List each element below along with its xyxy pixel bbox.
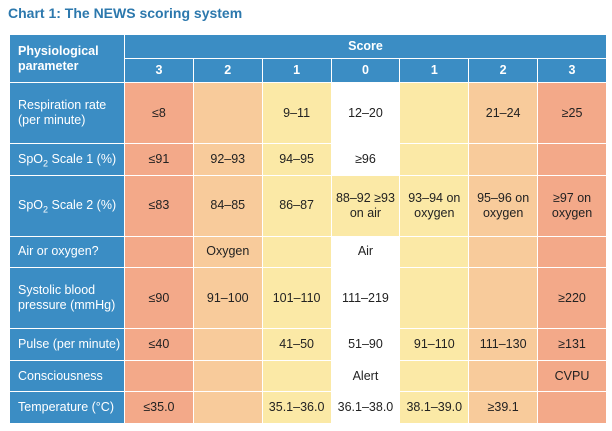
table-cell [399,359,470,393]
table-cell: 94–95 [261,143,332,176]
table-cell: 92–93 [192,143,263,176]
table-cell: 36.1–38.0 [330,391,401,424]
table-cell: Alert [330,359,401,393]
table-cell: ≤35.0 [124,391,194,424]
table-cell: ≥96 [330,143,401,176]
table-cell [192,359,263,393]
table-cell: 9–11 [261,81,332,145]
table-row-systolic-blood-pressure: Systolic blood pressure (mmHg) ≤90 91–10… [9,267,607,330]
table-row-spo2-scale-1: SpO2 Scale 1 (%) ≤91 92–93 94–95 ≥96 [9,143,607,176]
param-respiration-rate: Respiration rate (per minute) [9,81,125,145]
table-cell [261,359,332,393]
table-row-pulse: Pulse (per minute) ≤40 41–50 51–90 91–11… [9,328,607,361]
chart-title: Chart 1: The NEWS scoring system [8,5,243,21]
table-cell: ≥39.1 [468,391,539,424]
table-cell: 51–90 [330,328,401,361]
table-cell: 12–20 [330,81,401,145]
table-cell [399,81,470,145]
table-cell: 38.1–39.0 [399,391,470,424]
table-cell: 101–110 [261,267,332,330]
table-cell: 88–92 ≥93 on air [330,174,401,237]
table-cell [192,328,263,361]
table-cell [468,359,539,393]
table-cell: 91–110 [399,328,470,361]
score-header-3-low: 3 [124,58,194,83]
score-header-1-low: 1 [261,58,332,83]
param-consciousness: Consciousness [9,359,125,393]
table-cell: Air [330,235,401,269]
param-air-or-oxygen: Air or oxygen? [9,235,125,269]
table-cell: 111–130 [468,328,539,361]
table-row-respiration-rate: Respiration rate (per minute) ≤8 9–11 12… [9,81,607,145]
table-cell [468,267,539,330]
table-cell: ≤83 [124,174,194,237]
score-header-0: 0 [330,58,401,83]
table-cell [399,235,470,269]
table-cell: ≥97 on oxygen [537,174,607,237]
table-cell: 91–100 [192,267,263,330]
table-cell: ≤91 [124,143,194,176]
table-cell: ≥25 [537,81,607,145]
table-cell [537,235,607,269]
table-cell [468,143,539,176]
table-row-temperature: Temperature (°C) ≤35.0 35.1–36.0 36.1–38… [9,391,607,424]
table-row-spo2-scale-2: SpO2 Scale 2 (%) ≤83 84–85 86–87 88–92 ≥… [9,174,607,237]
table-cell [124,359,194,393]
score-header-2-high: 2 [468,58,539,83]
table-cell [537,391,607,424]
table-cell [261,235,332,269]
table-cell [537,143,607,176]
header-physiological-parameter: Physiological parameter [9,34,125,83]
param-pulse: Pulse (per minute) [9,328,125,361]
param-systolic-blood-pressure: Systolic blood pressure (mmHg) [9,267,125,330]
param-spo2-scale-2: SpO2 Scale 2 (%) [9,174,125,237]
table-cell: 111–219 [330,267,401,330]
param-spo2-scale-1: SpO2 Scale 1 (%) [9,143,125,176]
table-cell [192,391,263,424]
table-cell: 95–96 on oxygen [468,174,539,237]
score-header-1-high: 1 [399,58,470,83]
table-cell [399,267,470,330]
table-cell [468,235,539,269]
table-cell [192,81,263,145]
table-cell: ≤90 [124,267,194,330]
table-cell: ≤40 [124,328,194,361]
table-row-consciousness: Consciousness Alert CVPU [9,359,607,393]
table-cell: ≤8 [124,81,194,145]
table-cell [124,235,194,269]
table-cell: ≥220 [537,267,607,330]
table-cell: 35.1–36.0 [261,391,332,424]
table-cell: 86–87 [261,174,332,237]
score-header-2-low: 2 [192,58,263,83]
table-cell: ≥131 [537,328,607,361]
header-score: Score [124,34,607,59]
header-row-score: Physiological parameter Score [9,34,607,83]
score-header-3-high: 3 [537,58,607,83]
news-score-table: Physiological parameter Score 3 2 1 0 1 … [9,34,607,424]
table-cell [399,143,470,176]
table-cell: 21–24 [468,81,539,145]
header-row-values: 3 2 1 0 1 2 3 [10,58,607,83]
table-cell: CVPU [537,359,607,393]
table-cell: 84–85 [192,174,263,237]
table-cell: 41–50 [261,328,332,361]
param-temperature: Temperature (°C) [9,391,125,424]
table-cell: 93–94 on oxygen [399,174,470,237]
table-cell: Oxygen [192,235,263,269]
table-row-air-or-oxygen: Air or oxygen? Oxygen Air [9,235,607,269]
